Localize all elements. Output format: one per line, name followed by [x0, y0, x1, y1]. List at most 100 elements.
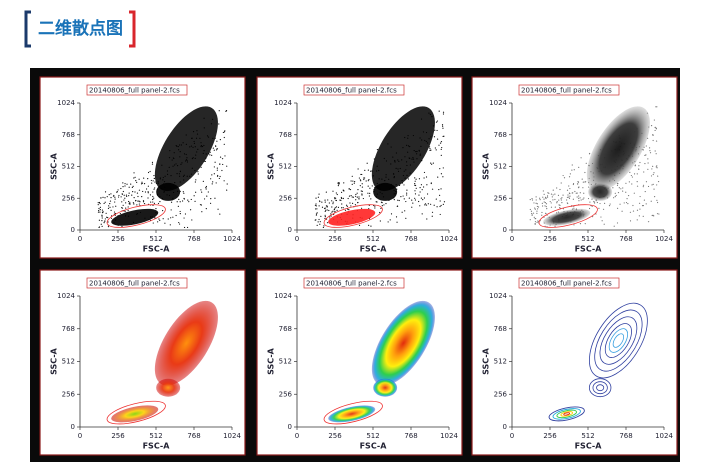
event-dot [588, 186, 590, 188]
event-dot [631, 176, 634, 178]
event-dot [554, 198, 556, 201]
event-dot [214, 197, 216, 199]
event-dot [190, 198, 192, 201]
event-dot [348, 209, 350, 211]
y-tick-label: 0 [71, 423, 75, 431]
event-dot [120, 187, 122, 190]
y-tick-label: 512 [494, 163, 507, 171]
event-dot [145, 188, 148, 190]
event-dot [178, 223, 181, 225]
event-dot [629, 220, 632, 222]
event-dot [114, 201, 116, 203]
event-dot [315, 213, 318, 215]
event-dot [613, 197, 615, 199]
event-dot [442, 135, 444, 138]
event-dot [327, 199, 329, 201]
event-dot [548, 192, 550, 194]
event-dot [130, 183, 132, 185]
event-dot [319, 223, 321, 225]
event-dot [411, 206, 413, 208]
event-dot [113, 194, 115, 197]
event-dot [110, 197, 112, 199]
population-cloud [328, 208, 376, 226]
event-dot [396, 221, 398, 223]
event-dot [153, 202, 156, 204]
event-dot [200, 204, 203, 206]
event-dot [589, 201, 591, 203]
event-dot [219, 175, 221, 178]
event-dot [573, 169, 575, 171]
event-dot [653, 188, 655, 190]
event-dot [99, 206, 101, 208]
event-dot [151, 182, 153, 184]
event-dot [360, 173, 362, 176]
x-tick-label: 512 [581, 235, 594, 243]
event-dot [622, 187, 624, 189]
event-dot [583, 197, 585, 199]
event-dot [215, 182, 217, 184]
event-dot [114, 196, 116, 198]
event-dot [617, 183, 619, 185]
event-dot [222, 131, 225, 134]
gate [106, 400, 166, 425]
event-dot [324, 210, 326, 213]
event-dot [224, 130, 226, 132]
event-dot [354, 195, 357, 197]
event-dot [580, 199, 582, 201]
event-dot [205, 188, 207, 190]
event-dot [434, 147, 436, 149]
event-dot [368, 195, 370, 197]
event-dot [142, 200, 145, 202]
event-dot [106, 196, 108, 198]
plot-panel: 20140806_full panel-2.fcs 0 256 512 768 1024 0… [471, 76, 678, 259]
event-dot [151, 161, 154, 163]
event-dot [361, 194, 363, 196]
y-tick-label: 768 [494, 325, 507, 333]
event-dot [219, 213, 221, 215]
event-dot [314, 208, 317, 210]
event-dot [121, 207, 123, 209]
event-dot [639, 208, 641, 210]
event-dot [419, 205, 421, 207]
panel-title: 20140806_full panel-2.fcs [306, 87, 397, 95]
event-dot [625, 201, 628, 204]
event-dot [219, 163, 221, 165]
event-dot [143, 183, 146, 185]
event-dot [331, 200, 333, 202]
event-dot [135, 180, 137, 182]
event-dot [331, 206, 333, 208]
y-axis-label: SSC-A [50, 152, 59, 180]
event-dot [122, 182, 124, 184]
panel-title-box [303, 277, 405, 289]
event-dot [141, 182, 143, 185]
x-tick-label: 0 [295, 235, 299, 243]
event-dot [218, 123, 220, 125]
event-dot [636, 181, 638, 183]
event-dot [427, 203, 429, 205]
event-dot [108, 194, 110, 196]
event-dot [560, 182, 562, 184]
event-dot [436, 129, 438, 132]
event-dot [107, 226, 110, 228]
event-dot [209, 202, 212, 204]
event-dot [419, 187, 421, 189]
event-dot [379, 211, 381, 214]
event-dot [630, 174, 632, 177]
event-dot [152, 222, 154, 224]
event-dot [226, 165, 228, 167]
event-dot [616, 222, 619, 224]
event-dot [616, 184, 619, 186]
event-dot [638, 168, 640, 170]
event-dot [214, 161, 216, 163]
event-dot [431, 215, 433, 217]
event-dot [177, 205, 179, 207]
event-dot [199, 204, 202, 206]
event-dot [425, 204, 428, 206]
event-dot [189, 209, 192, 211]
event-dot [576, 183, 579, 185]
event-dot [104, 197, 106, 199]
event-dot [579, 223, 582, 225]
event-dot [350, 180, 352, 182]
event-dot [627, 194, 630, 197]
event-dot [412, 202, 414, 204]
